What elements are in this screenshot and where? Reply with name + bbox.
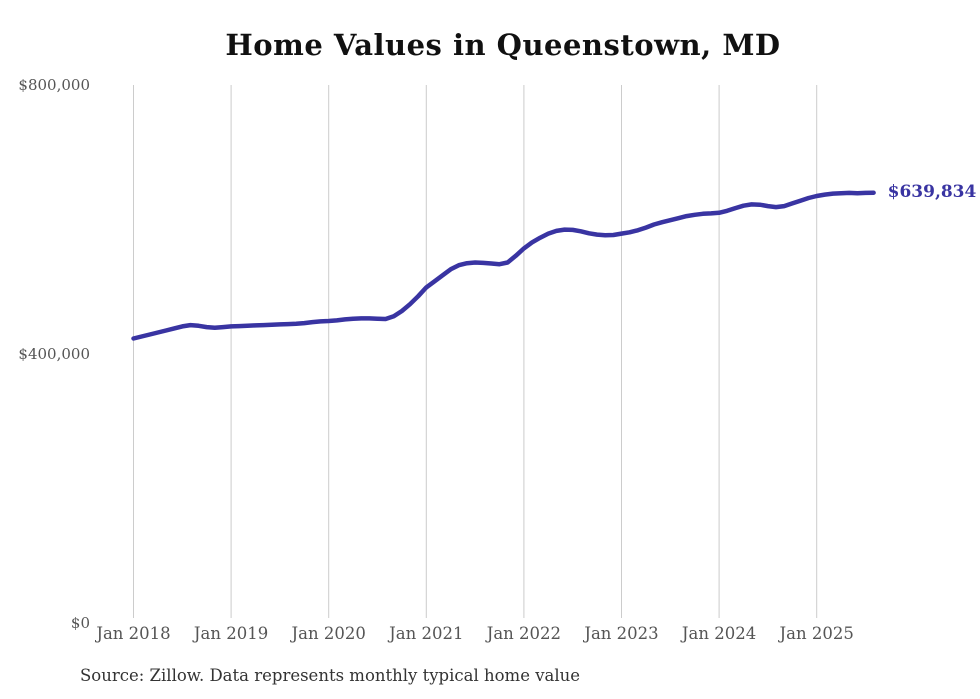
x-axis-tick-label: Jan 2022 [486, 624, 562, 643]
x-axis-tick-label: Jan 2024 [681, 624, 757, 643]
y-axis-tick-label: $800,000 [18, 76, 90, 94]
x-axis-tick-label: Jan 2025 [779, 624, 854, 643]
source-note: Source: Zillow. Data represents monthly … [80, 666, 581, 685]
x-axis-tick-label: Jan 2023 [584, 624, 659, 643]
home-value-line [131, 190, 876, 341]
x-axis-tick-label: Jan 2021 [389, 624, 464, 643]
y-axis-tick-label: $0 [70, 614, 90, 632]
x-axis-tick-label: Jan 2020 [291, 624, 366, 643]
chart-title: Home Values in Queenstown, MD [225, 28, 781, 62]
x-axis-tick-label: Jan 2019 [193, 624, 269, 643]
y-axis-tick-label: $400,000 [18, 345, 90, 363]
latest-value-label: $639,834 [887, 181, 977, 202]
x-axis-tick-label: Jan 2018 [96, 624, 171, 643]
